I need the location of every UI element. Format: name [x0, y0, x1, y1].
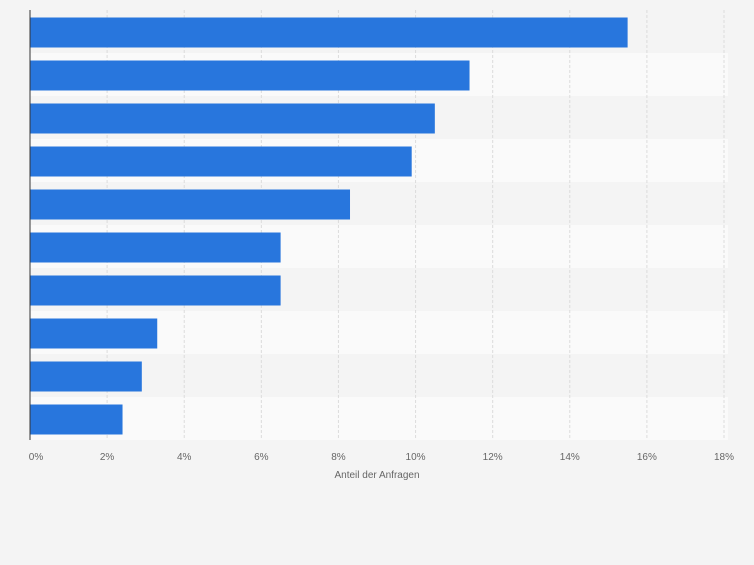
- bar[interactable]: [30, 60, 470, 91]
- x-tick-label: 8%: [331, 452, 346, 463]
- row-band: [30, 354, 728, 397]
- x-tick-label: 2%: [100, 452, 115, 463]
- bar[interactable]: [30, 189, 351, 220]
- x-tick-label: 12%: [483, 452, 503, 463]
- x-tick-label: 4%: [177, 452, 192, 463]
- bar[interactable]: [30, 404, 123, 435]
- bar[interactable]: [30, 103, 435, 134]
- bar[interactable]: [30, 232, 281, 263]
- bar[interactable]: [30, 275, 281, 306]
- x-tick-labels: 0% 2% 4% 6% 8% 10% 12% 14% 16% 18%: [29, 452, 734, 463]
- x-tick-label: 10%: [406, 452, 426, 463]
- bars-group: [30, 17, 628, 435]
- x-tick-label: 14%: [560, 452, 580, 463]
- bar[interactable]: [30, 318, 158, 349]
- x-axis-label: Anteil der Anfragen: [334, 470, 419, 481]
- row-band: [30, 397, 728, 440]
- bar[interactable]: [30, 146, 412, 177]
- x-tick-label: 16%: [637, 452, 657, 463]
- x-tick-label: 0%: [29, 452, 44, 463]
- bar[interactable]: [30, 361, 142, 392]
- x-tick-label: 6%: [254, 452, 269, 463]
- x-tick-label: 18%: [714, 452, 734, 463]
- bar[interactable]: [30, 17, 628, 48]
